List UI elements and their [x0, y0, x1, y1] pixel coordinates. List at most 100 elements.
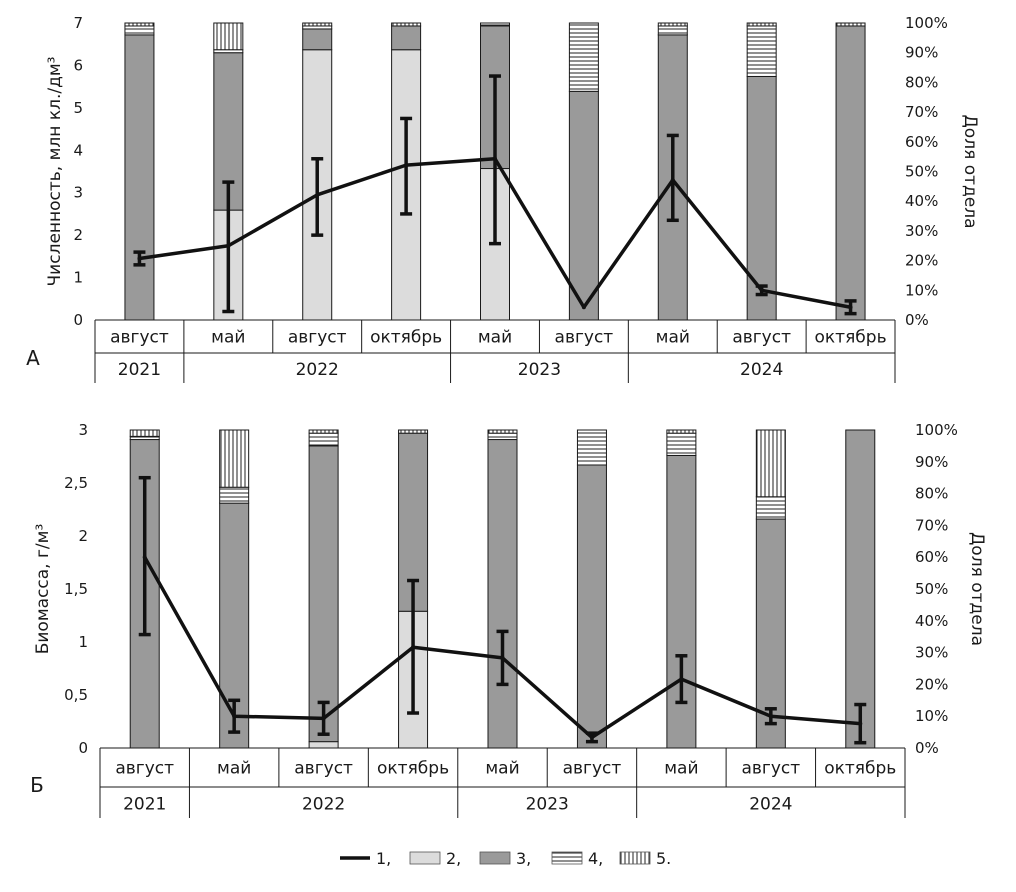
y-axis-title: Численность, млн кл./дм³ — [45, 57, 65, 287]
y-tick-label: 3 — [78, 421, 88, 439]
y-tick-label: 1 — [78, 633, 88, 651]
y-axis-title: Биомасса, г/м³ — [33, 524, 53, 655]
category-label: август — [288, 328, 347, 348]
bar-segment-group-3 — [568, 90, 599, 321]
bar-segment-group-3 — [746, 75, 777, 321]
line-point — [232, 714, 237, 719]
chart-panel-a: 012345670%10%20%30%40%50%60%70%80%90%100… — [26, 14, 980, 383]
y-tick-label: 0,5 — [64, 686, 88, 704]
bar-segment-group-3 — [124, 34, 155, 321]
bar-segment-group-2 — [308, 741, 339, 749]
y2-tick-label: 80% — [905, 73, 938, 91]
legend-label: 4, — [588, 849, 603, 868]
bar-segment-group-4 — [657, 25, 688, 36]
category-label: май — [211, 328, 245, 348]
year-label: 2022 — [296, 360, 339, 380]
category-label: август — [294, 759, 353, 779]
bar-segment-group-5 — [302, 22, 333, 27]
bar-segment-group-5 — [219, 429, 250, 488]
bar-segment-group-4 — [480, 22, 510, 27]
category-label: октябрь — [370, 328, 442, 348]
bar-segment-group-4 — [124, 25, 155, 36]
bar-segment-group-3 — [308, 445, 339, 743]
bar-segment-group-5 — [398, 429, 429, 434]
panel-label: Б — [30, 773, 44, 797]
y2-tick-label: 40% — [915, 612, 948, 630]
legend-item-1: 1, — [340, 849, 391, 868]
legend-label: 3, — [516, 849, 531, 868]
line-point — [768, 714, 773, 719]
y2-tick-label: 70% — [905, 103, 938, 121]
y2-tick-label: 50% — [915, 580, 948, 598]
category-label: май — [656, 328, 690, 348]
bar-segment-group-5 — [746, 22, 777, 27]
year-label: 2023 — [526, 795, 569, 815]
bar-segment-group-5 — [129, 429, 160, 437]
line-point — [226, 243, 231, 248]
bar-segment-group-4 — [755, 496, 786, 520]
y2-axis-title: Доля отдела — [967, 532, 987, 646]
bar-segment-group-4 — [666, 432, 697, 456]
category-label: август — [732, 328, 791, 348]
y-tick-label: 2 — [78, 527, 88, 545]
y2-tick-label: 30% — [915, 644, 948, 662]
y-tick-label: 1 — [73, 269, 83, 287]
bar-segment-group-5 — [657, 22, 688, 27]
y2-tick-label: 30% — [905, 222, 938, 240]
line-point — [679, 677, 684, 682]
y2-tick-label: 10% — [915, 707, 948, 725]
chart-panel-b: 00,511,522,530%10%20%30%40%50%60%70%80%9… — [30, 421, 987, 818]
legend-label: 2, — [446, 849, 461, 868]
y-tick-label: 0 — [78, 739, 88, 757]
y-tick-label: 0 — [73, 311, 83, 329]
y2-tick-label: 50% — [905, 163, 938, 181]
bar-segment-group-3 — [391, 25, 422, 51]
y2-tick-label: 20% — [915, 675, 948, 693]
line-point — [404, 163, 409, 168]
y2-tick-label: 10% — [905, 281, 938, 299]
bar-segment-group-5 — [213, 22, 244, 51]
bar-segment-group-5 — [755, 429, 786, 498]
y2-tick-label: 100% — [905, 14, 948, 32]
line-point — [315, 192, 320, 197]
legend-item-3: 3, — [479, 849, 531, 868]
legend: 1, 2, 3, 4, 5. — [340, 849, 671, 868]
line-point — [858, 721, 863, 726]
y2-tick-label: 90% — [905, 44, 938, 62]
legend-item-4: 4, — [551, 849, 603, 868]
y2-tick-label: 0% — [905, 311, 929, 329]
line-point — [500, 655, 505, 660]
bar-segment-group-3 — [302, 28, 333, 51]
bar-segment-group-5 — [308, 429, 339, 434]
y2-tick-label: 40% — [905, 192, 938, 210]
y2-tick-label: 100% — [915, 421, 958, 439]
bar-segment-group-5 — [487, 429, 518, 434]
year-label: 2023 — [518, 360, 561, 380]
line-point — [670, 177, 675, 182]
category-label: август — [110, 328, 169, 348]
y-tick-label: 2,5 — [64, 474, 88, 492]
category-label: август — [115, 759, 174, 779]
y2-tick-label: 90% — [915, 453, 948, 471]
legend-label: 5. — [656, 849, 671, 868]
category-label: август — [563, 759, 622, 779]
bar-segment-group-4 — [576, 429, 607, 466]
line-point — [142, 555, 147, 560]
category-label: май — [664, 759, 698, 779]
year-label: 2024 — [749, 795, 792, 815]
legend-item-2: 2, — [409, 849, 461, 868]
y-tick-label: 6 — [73, 56, 83, 74]
bar-segment-group-5 — [835, 22, 866, 27]
year-label: 2022 — [302, 795, 345, 815]
legend-label: 1, — [376, 849, 391, 868]
year-label: 2021 — [118, 360, 161, 380]
category-label: октябрь — [824, 759, 896, 779]
category-label: май — [485, 759, 519, 779]
line-point — [759, 288, 764, 293]
line-point — [137, 256, 142, 261]
bar-segment-group-4 — [308, 432, 339, 447]
line-point — [589, 735, 594, 740]
legend-swatch — [479, 851, 511, 865]
y2-axis-title: Доля отдела — [960, 115, 980, 229]
